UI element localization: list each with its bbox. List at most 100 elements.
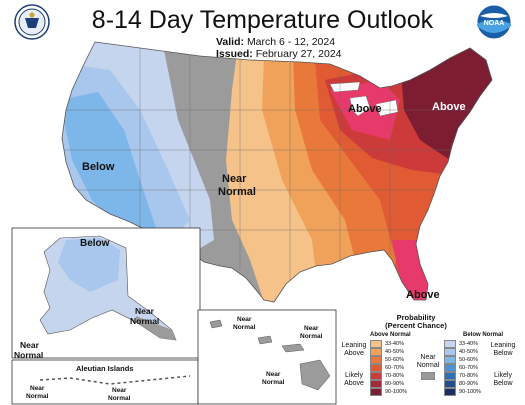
legend-below-label: 90-100% xyxy=(459,389,482,395)
hawaii-near-b-2: Normal xyxy=(300,333,323,340)
legend-above-header: Above Normal xyxy=(370,332,411,338)
legend-likely-above-1: Likely xyxy=(345,372,363,379)
legend-likely-above: Likely Above xyxy=(338,372,370,388)
legend-above-swatch xyxy=(370,380,382,388)
legend-below-swatch xyxy=(444,388,456,396)
kauai-island xyxy=(209,319,223,329)
valid-issued-block: Valid: March 6 - 12, 2024 Issued: Februa… xyxy=(216,36,342,60)
issued-line: Issued: February 27, 2024 xyxy=(216,48,342,60)
valid-label: Valid: xyxy=(216,36,245,48)
near-label-central-2: Normal xyxy=(218,186,256,198)
alaska-below-40-region xyxy=(58,238,120,292)
noaa-logo-text: NOAA xyxy=(484,20,505,27)
legend-below-swatch xyxy=(444,348,456,356)
alaska-panhandle-near xyxy=(136,316,176,340)
legend-above-row: 40-50% xyxy=(370,348,407,356)
legend-above-column: 33-40% 40-50% 50-60% 60-70% 70-80% 80-90% 90-1… xyxy=(370,340,407,396)
legend-above-swatch xyxy=(370,348,382,356)
molokai-maui-islands xyxy=(281,343,305,353)
aleutian-near-left-1: Near xyxy=(30,385,45,392)
legend-below-label: 60-70% xyxy=(459,365,478,371)
lake-michigan xyxy=(349,95,371,117)
legend-above-label: 80-90% xyxy=(385,381,404,387)
above-label-midwest: Above xyxy=(348,103,382,115)
big-island xyxy=(299,359,331,391)
below-50-region xyxy=(62,92,156,236)
hawaii-near-c-2: Normal xyxy=(262,379,285,386)
legend-below-row: 50-60% xyxy=(444,356,481,364)
alaska-sw-near-label-1: Near xyxy=(20,340,40,350)
aleutian-title: Aleutian Islands xyxy=(76,364,134,373)
legend-below-row: 90-100% xyxy=(444,388,481,396)
legend-below-row: 70-80% xyxy=(444,372,481,380)
hawaii-near-c-1: Near xyxy=(266,371,281,378)
legend-leaning-above-1: Leaning xyxy=(341,342,367,349)
legend-below-label: 33-40% xyxy=(459,341,478,347)
aleutian-near-right-2: Normal xyxy=(108,395,131,402)
oahu-island xyxy=(257,335,273,345)
legend-near-swatch xyxy=(421,372,435,380)
alaska-inset: Below Near Normal Near Normal xyxy=(11,227,201,360)
state-boundaries xyxy=(62,42,480,280)
legend-below-row: 60-70% xyxy=(444,364,481,372)
legend-above-swatch xyxy=(370,372,382,380)
legend-below-swatch xyxy=(444,372,456,380)
near-label-central-1: Near xyxy=(222,173,247,185)
valid-value: March 6 - 12, 2024 xyxy=(246,36,336,48)
legend-above-swatch xyxy=(370,364,382,372)
page-title: 8-14 Day Temperature Outlook xyxy=(91,6,434,34)
noaa-logo-icon: NOAA xyxy=(476,4,512,40)
legend-below-swatch xyxy=(444,356,456,364)
legend-above-row: 50-60% xyxy=(370,356,407,364)
alaska-near-label-1: Near xyxy=(135,306,155,316)
legend-leaning-above-2: Above xyxy=(344,350,364,357)
legend-title: Probability (Percent Chance) xyxy=(376,314,456,330)
legend-near-normal: Near Normal xyxy=(416,354,440,380)
hawaii-near-a-1: Near xyxy=(237,316,252,323)
legend-below-swatch xyxy=(444,364,456,372)
legend-above-label: 70-80% xyxy=(385,373,404,379)
aleutian-chain xyxy=(39,375,191,385)
hawaii-near-b-1: Near xyxy=(304,325,319,332)
issued-value: February 27, 2024 xyxy=(255,48,342,60)
legend-below-column: 33-40% 40-50% 50-60% 60-70% 70-80% 80-90% 90-1… xyxy=(444,340,481,396)
issued-label: Issued: xyxy=(216,48,253,60)
legend-below-swatch xyxy=(444,340,456,348)
valid-line: Valid: March 6 - 12, 2024 xyxy=(216,36,342,48)
lake-huron xyxy=(375,99,399,117)
legend-above-label: 50-60% xyxy=(385,357,404,363)
legend-above-label: 60-70% xyxy=(385,365,404,371)
legend-above-label: 40-50% xyxy=(385,349,404,355)
legend-above-row: 33-40% xyxy=(370,340,407,348)
legend-below-label: 40-50% xyxy=(459,349,478,355)
legend-above-row: 70-80% xyxy=(370,372,407,380)
legend-likely-below: Likely Below xyxy=(486,372,520,388)
legend-title-line-1: Probability xyxy=(396,313,436,322)
legend-near-2: Normal xyxy=(416,362,440,369)
legend-above-swatch xyxy=(370,388,382,396)
aleutian-inset-frame xyxy=(11,359,199,405)
legend-leaning-below: Leaning Below xyxy=(486,342,520,358)
hawaii-inset: Near Normal Near Normal Near Normal xyxy=(197,309,337,405)
legend-leaning-below-1: Leaning xyxy=(490,342,516,349)
legend-leaning-above: Leaning Above xyxy=(338,342,370,358)
alaska-sw-near-label-2: Normal xyxy=(14,350,43,360)
lake-superior xyxy=(329,81,361,93)
legend-below-label: 80-90% xyxy=(459,381,478,387)
legend-above-row: 60-70% xyxy=(370,364,407,372)
below-label-west: Below xyxy=(82,161,115,173)
legend-above-swatch xyxy=(370,356,382,364)
legend-below-label: 70-80% xyxy=(459,373,478,379)
legend-below-label: 50-60% xyxy=(459,357,478,363)
legend-above-label: 33-40% xyxy=(385,341,404,347)
legend-above-row: 80-90% xyxy=(370,380,407,388)
alaska-below-label: Below xyxy=(80,238,110,249)
legend-above-label: 90-100% xyxy=(385,389,408,395)
legend-near-1: Near xyxy=(420,354,436,361)
aleutian-near-left-2: Normal xyxy=(26,393,49,400)
legend-likely-below-1: Likely xyxy=(494,372,512,379)
legend-likely-above-2: Above xyxy=(344,380,364,387)
legend-below-row: 80-90% xyxy=(444,380,481,388)
